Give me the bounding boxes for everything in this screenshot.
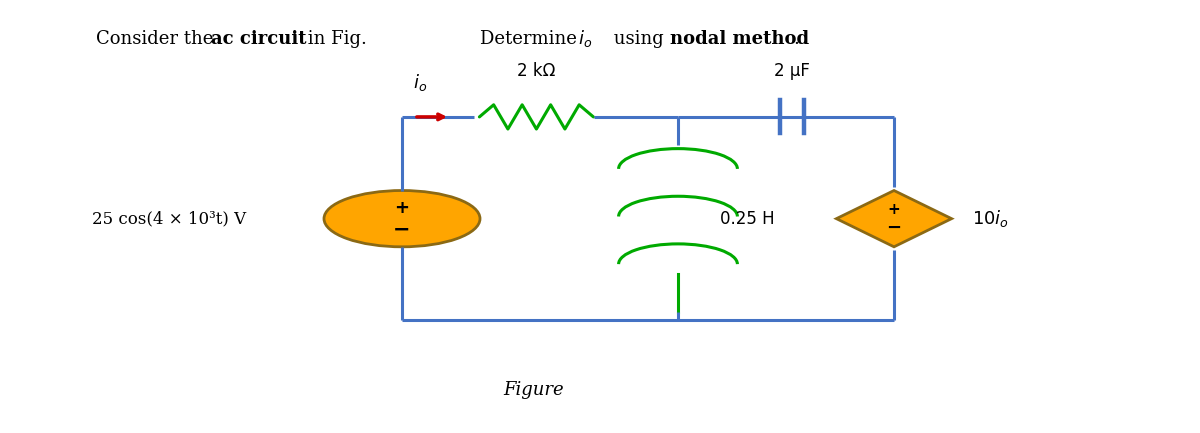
Text: 2 kΩ: 2 kΩ	[517, 62, 556, 80]
Text: −: −	[887, 219, 901, 237]
Text: using: using	[608, 30, 670, 48]
Text: nodal method: nodal method	[670, 30, 809, 48]
Text: +: +	[888, 202, 900, 216]
Polygon shape	[836, 191, 952, 247]
Text: $i_o$: $i_o$	[413, 72, 427, 93]
Text: 0.25 H: 0.25 H	[720, 210, 775, 228]
Text: 25 cos(4 × 10³t) V: 25 cos(4 × 10³t) V	[92, 210, 246, 227]
Text: Determine: Determine	[480, 30, 583, 48]
Circle shape	[324, 191, 480, 247]
Text: −: −	[394, 220, 410, 239]
Text: ac circuit: ac circuit	[211, 30, 307, 48]
Text: +: +	[395, 199, 409, 217]
Text: in Fig.: in Fig.	[302, 30, 367, 48]
Text: Figure: Figure	[504, 381, 564, 399]
Text: $i_o$: $i_o$	[578, 29, 593, 49]
Text: Consider the: Consider the	[96, 30, 220, 48]
Text: 2 μF: 2 μF	[774, 62, 810, 80]
Text: .: .	[793, 30, 799, 48]
Text: $10i_o$: $10i_o$	[972, 208, 1009, 229]
